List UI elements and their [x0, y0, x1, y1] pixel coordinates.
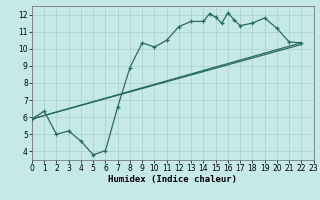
X-axis label: Humidex (Indice chaleur): Humidex (Indice chaleur): [108, 175, 237, 184]
